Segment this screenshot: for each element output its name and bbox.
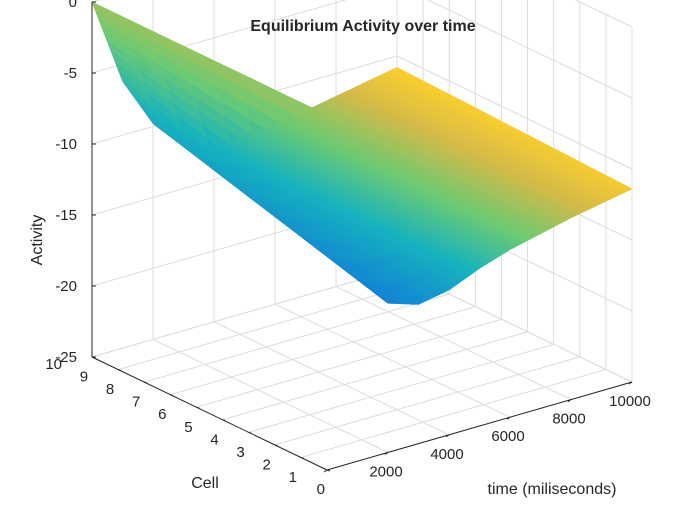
surface-plot	[91, 1, 633, 305]
x-tick-mark	[384, 451, 389, 455]
floor-grid-line-cell	[222, 331, 528, 421]
floor-grid-line-time	[152, 338, 389, 453]
y-tick-mark	[196, 406, 200, 409]
x-tick-label: 10000	[609, 393, 651, 410]
x-tick-label: 0	[317, 481, 325, 498]
z-tick-label: -5	[64, 65, 77, 82]
x-tick-mark	[628, 381, 633, 385]
y-tick-mark	[144, 381, 148, 384]
z-tick-label: 0	[69, 0, 77, 11]
back-wall-grid-line-activity	[91, 268, 398, 358]
x-tick-label: 2000	[369, 463, 402, 480]
floor-grid-line-cell	[300, 368, 607, 458]
floor-grid-line-cell	[248, 343, 554, 433]
y-tick-label: 6	[158, 406, 166, 423]
floor-grid-line-cell	[144, 293, 450, 383]
z-axis-label: Activity	[29, 215, 46, 266]
tick-labels: 0 2000 4000 6000 8000 10000 1 2 3 4 5 6 7 8 9 10 0 -5 -10 -…	[45, 0, 651, 498]
y-tick-mark	[300, 456, 305, 459]
floor-grid-line-time	[213, 321, 450, 436]
floor-grid-line-cell	[196, 318, 502, 408]
y-tick-label: 5	[184, 419, 192, 436]
y-tick-mark	[248, 431, 252, 434]
y-tick-mark	[117, 369, 122, 372]
z-tick-label: -10	[55, 136, 77, 153]
y-tick-label: 9	[80, 369, 88, 386]
floor-grid-line-time	[335, 286, 572, 401]
floor-grid-line-cell	[117, 281, 424, 371]
chart-title: Equilibrium Activity over time	[250, 18, 475, 35]
y-tick-label: 10	[45, 356, 62, 373]
y-axis-line	[91, 356, 328, 471]
side-wall-grid-line-activity	[396, 55, 633, 170]
y-tick-label: 7	[132, 394, 140, 411]
z-tick-label: -25	[55, 349, 77, 366]
y-tick-label: 2	[263, 456, 271, 473]
side-wall-grid-line-activity	[574, 0, 633, 28]
x-tick-label: 8000	[552, 411, 585, 428]
z-tick-label: -20	[55, 278, 77, 295]
floor-grid-line-time	[274, 303, 511, 418]
floor-grid-line-cell	[170, 306, 476, 396]
y-tick-mark	[222, 419, 226, 422]
x-tick-label: 6000	[491, 428, 524, 445]
x-tick-mark	[445, 434, 450, 438]
y-tick-mark	[274, 444, 278, 447]
y-tick-label: 4	[210, 431, 218, 448]
x-axis-label: time (miliseconds)	[488, 481, 617, 498]
x-tick-mark	[323, 469, 328, 473]
back-wall-grid-line-activity	[91, 0, 101, 3]
x-tick-label: 4000	[430, 446, 463, 463]
y-tick-label: 3	[236, 444, 244, 461]
y-axis-label: Cell	[191, 475, 219, 492]
z-tick-label: -15	[55, 207, 77, 224]
axes	[91, 1, 633, 473]
x-tick-mark	[506, 416, 511, 420]
floor-grid-line-cell	[274, 356, 580, 446]
x-axis-line	[326, 381, 633, 471]
y-tick-mark	[170, 394, 174, 397]
y-tick-mark	[326, 469, 331, 472]
side-wall-grid-line-activity	[427, 0, 633, 99]
y-tick-label: 8	[106, 381, 114, 398]
y-tick-label: 1	[289, 469, 297, 486]
x-tick-mark	[567, 399, 572, 403]
surface-patch	[598, 173, 633, 192]
